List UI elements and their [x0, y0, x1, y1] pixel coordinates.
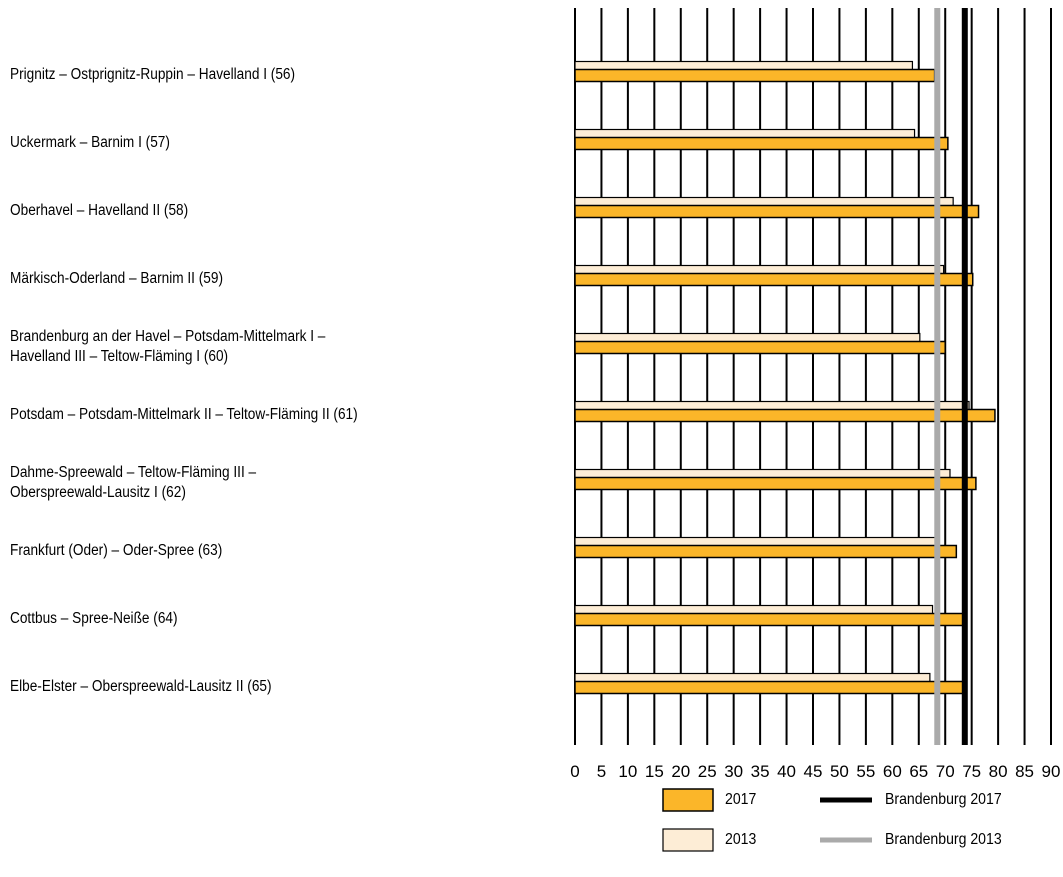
- legend-label-brandenburg-2013: Brandenburg 2013: [885, 831, 1002, 848]
- x-tick-label-55: 55: [856, 762, 875, 781]
- x-tick-label-20: 20: [671, 762, 690, 781]
- x-tick-label-40: 40: [777, 762, 796, 781]
- category-label: Cottbus – Spree-Neiße (64): [10, 609, 178, 629]
- category-label-line: Märkisch-Oderland – Barnim II (59): [10, 269, 224, 287]
- bar-2017-6: [574, 476, 977, 491]
- category-label-line: Prignitz – Ostprignitz-Ruppin – Havellan…: [10, 65, 296, 83]
- bar-2017-9: [574, 680, 966, 695]
- category-label-line: Elbe-Elster – Oberspreewald-Lausitz II (…: [10, 677, 272, 695]
- x-tick-label-50: 50: [830, 762, 849, 781]
- x-tick-label-90: 90: [1042, 762, 1061, 781]
- x-tick-label-25: 25: [698, 762, 717, 781]
- x-tick-label-30: 30: [724, 762, 743, 781]
- category-label: Potsdam – Potsdam-Mittelmark II – Teltow…: [10, 405, 358, 425]
- category-label-line: Potsdam – Potsdam-Mittelmark II – Teltow…: [10, 405, 358, 423]
- bar-2017-4: [574, 340, 946, 355]
- legend-label-brandenburg-2017: Brandenburg 2017: [885, 791, 1002, 808]
- category-label-line: Havelland III – Teltow-Fläming I (60): [10, 347, 229, 365]
- category-label-line: Oberhavel – Havelland II (58): [10, 201, 189, 219]
- x-tick-label-35: 35: [751, 762, 770, 781]
- category-label: Frankfurt (Oder) – Oder-Spree (63): [10, 541, 222, 561]
- bar-2017-7: [574, 544, 958, 559]
- legend-swatch-2017: [662, 788, 714, 812]
- x-tick-label-10: 10: [618, 762, 637, 781]
- category-label: Prignitz – Ostprignitz-Ruppin – Havellan…: [10, 65, 295, 85]
- category-label: Märkisch-Oderland – Barnim II (59): [10, 269, 223, 289]
- category-label-line: Brandenburg an der Havel – Potsdam-Mitte…: [10, 327, 326, 345]
- x-tick-label-75: 75: [962, 762, 981, 781]
- x-tick-label-5: 5: [597, 762, 606, 781]
- legend-swatch-2013: [662, 828, 714, 852]
- category-label-line: Dahme-Spreewald – Teltow-Fläming III –: [10, 463, 257, 481]
- x-tick-label-70: 70: [936, 762, 955, 781]
- bar-2017-8: [574, 612, 965, 627]
- category-label: Brandenburg an der Havel – Potsdam-Mitte…: [10, 327, 325, 367]
- x-tick-label-80: 80: [989, 762, 1008, 781]
- x-tick-label-60: 60: [883, 762, 902, 781]
- x-tick-label-45: 45: [804, 762, 823, 781]
- bar-2017-3: [574, 272, 974, 287]
- x-tick-label-0: 0: [570, 762, 579, 781]
- category-label-line: Cottbus – Spree-Neiße (64): [10, 609, 178, 627]
- category-label: Oberhavel – Havelland II (58): [10, 201, 188, 221]
- bar-2017-1: [574, 136, 949, 151]
- bar-2017-2: [574, 204, 980, 219]
- legend-label-2017: 2017: [725, 791, 757, 808]
- bar-2017-0: [574, 68, 936, 83]
- x-tick-label-15: 15: [645, 762, 664, 781]
- x-tick-label-85: 85: [1015, 762, 1034, 781]
- bar-2017-5: [574, 408, 996, 423]
- category-label-line: Oberspreewald-Lausitz I (62): [10, 483, 186, 501]
- category-label: Dahme-Spreewald – Teltow-Fläming III – Ob…: [10, 463, 256, 503]
- category-label-line: Uckermark – Barnim I (57): [10, 133, 170, 151]
- x-tick-label-65: 65: [909, 762, 928, 781]
- category-label-line: Frankfurt (Oder) – Oder-Spree (63): [10, 541, 223, 559]
- legend-label-2013: 2013: [725, 831, 757, 848]
- category-label: Uckermark – Barnim I (57): [10, 133, 170, 153]
- category-label: Elbe-Elster – Oberspreewald-Lausitz II (…: [10, 677, 272, 697]
